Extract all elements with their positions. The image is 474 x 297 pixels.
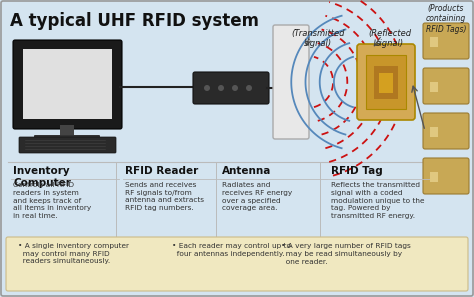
FancyBboxPatch shape <box>430 82 438 92</box>
Text: Antenna: Antenna <box>222 166 272 176</box>
FancyBboxPatch shape <box>13 40 122 129</box>
Text: • A single inventory computer
  may control many RFID
  readers simultaneously.: • A single inventory computer may contro… <box>18 243 129 265</box>
FancyBboxPatch shape <box>273 25 309 139</box>
FancyBboxPatch shape <box>430 127 438 137</box>
Text: Radiates and
receives RF energy
over a specified
coverage area.: Radiates and receives RF energy over a s… <box>222 182 292 211</box>
FancyBboxPatch shape <box>60 125 74 139</box>
FancyBboxPatch shape <box>430 172 438 182</box>
Text: (Reflected
signal): (Reflected signal) <box>368 29 411 48</box>
Text: Reflects the transmitted
signal with a coded
modulation unique to the
tag. Power: Reflects the transmitted signal with a c… <box>331 182 425 219</box>
Text: (Transmitted
signal): (Transmitted signal) <box>291 29 345 48</box>
Circle shape <box>246 85 252 91</box>
FancyBboxPatch shape <box>379 73 393 93</box>
Text: • Each reader may control up to
  four antennas independently.: • Each reader may control up to four ant… <box>172 243 291 257</box>
Text: RFID Tag: RFID Tag <box>331 166 383 176</box>
FancyBboxPatch shape <box>23 49 112 119</box>
FancyBboxPatch shape <box>423 113 469 149</box>
FancyBboxPatch shape <box>6 237 468 291</box>
FancyBboxPatch shape <box>193 72 269 104</box>
Text: Sends and receives
RF signals to/from
antenna and extracts
RFID tag numbers.: Sends and receives RF signals to/from an… <box>125 182 204 211</box>
Text: • A very large number of RFID tags
  may be read simultaneously by
  one reader.: • A very large number of RFID tags may b… <box>281 243 411 265</box>
FancyBboxPatch shape <box>423 68 469 104</box>
Text: (Products
containing
RFID Tags): (Products containing RFID Tags) <box>426 4 466 34</box>
Text: Inventory
Computer: Inventory Computer <box>13 166 72 188</box>
Text: A typical UHF RFID system: A typical UHF RFID system <box>10 12 259 30</box>
FancyBboxPatch shape <box>423 158 469 194</box>
FancyBboxPatch shape <box>34 135 100 145</box>
FancyBboxPatch shape <box>19 137 116 153</box>
FancyBboxPatch shape <box>357 44 415 120</box>
Circle shape <box>218 85 224 91</box>
Text: RFID Reader: RFID Reader <box>125 166 198 176</box>
FancyBboxPatch shape <box>423 23 469 59</box>
FancyBboxPatch shape <box>366 55 406 109</box>
FancyBboxPatch shape <box>430 37 438 47</box>
Circle shape <box>232 85 238 91</box>
Text: Controls all RFID
readers in system
and keeps track of
all items in inventory
in: Controls all RFID readers in system and … <box>13 182 92 219</box>
FancyBboxPatch shape <box>374 66 398 99</box>
Circle shape <box>204 85 210 91</box>
